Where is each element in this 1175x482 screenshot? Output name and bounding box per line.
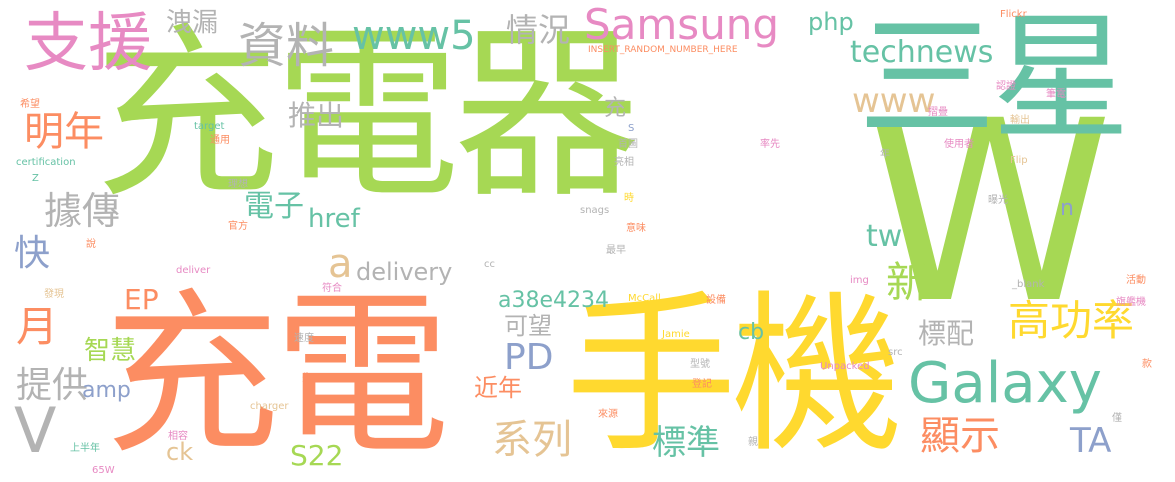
word-chongdian: 充電 xyxy=(104,273,450,478)
word-kuai: 快 xyxy=(14,233,51,274)
word-qingkuang: 情況 xyxy=(506,11,571,49)
word-yiwei: 意味 xyxy=(626,223,646,234)
word-chongdianqi: 充電器 xyxy=(94,6,640,223)
word-shoutu: 首圖 xyxy=(618,139,638,150)
word-tongyong: 通用 xyxy=(210,135,230,146)
word-href: href xyxy=(308,204,360,234)
word-cb: cb xyxy=(738,320,765,345)
word-zhihui: 智慧 xyxy=(84,336,137,366)
word-chong-small: 充 xyxy=(604,96,627,121)
word-fuhe: 符合 xyxy=(322,283,342,294)
word-zuizao: 最早 xyxy=(606,245,626,256)
word-shiyongzhe: 使用者 xyxy=(944,139,974,150)
word-galaxy: Galaxy xyxy=(908,351,1102,416)
word-a: a xyxy=(328,241,353,287)
word-v: V xyxy=(14,394,57,467)
word-www5: www5 xyxy=(352,13,476,59)
word-juchuan: 據傳 xyxy=(44,189,121,233)
word-65w: 65W xyxy=(92,465,115,476)
word-insert-random: INSERT_RANDOM_NUMBER_HERE xyxy=(588,45,738,55)
word-sudu: 速度 xyxy=(294,333,314,344)
word-laiyuan: 來源 xyxy=(598,409,618,420)
word-z: Z xyxy=(32,173,39,184)
word-biaozhun: 標準 xyxy=(652,423,720,463)
word-target: target xyxy=(194,121,225,132)
word-img: img xyxy=(850,275,869,286)
word-tw: tw xyxy=(866,219,903,254)
word-a38e4234: a38e4234 xyxy=(498,288,609,313)
word-s-small: S xyxy=(628,123,635,134)
word-xiwang: 希望 xyxy=(20,99,40,110)
word-ta: TA xyxy=(1070,421,1112,461)
word-qijianji: 旗艦機 xyxy=(1116,297,1146,308)
word-faxian: 發現 xyxy=(44,289,64,300)
word-kewang: 可望 xyxy=(504,312,552,340)
word-technews-top: technews xyxy=(850,35,994,70)
word-dengji: 登記 xyxy=(692,379,712,390)
word-certification: certification xyxy=(16,157,76,168)
word-qin: 親 xyxy=(748,437,758,448)
word-n: n xyxy=(1060,196,1074,221)
word-ziliao: 資料 xyxy=(238,18,335,74)
word-pd: PD xyxy=(504,337,554,378)
word-amp: amp xyxy=(82,378,131,403)
word-huodong: 活動 xyxy=(1126,275,1146,286)
word-mingnian: 明年 xyxy=(24,109,104,155)
word-xian: 先 xyxy=(302,373,312,384)
word-guanfang: 官方 xyxy=(228,221,248,232)
word-flickr: Flickr xyxy=(1000,9,1027,20)
word-cc: cc xyxy=(484,259,495,270)
word-renzheng: 認證 xyxy=(996,81,1016,92)
word-jinnian: 近年 xyxy=(474,374,522,402)
word-xilie: 系列 xyxy=(492,417,572,463)
word-shangbannian: 上半年 xyxy=(70,443,100,454)
word-src: src xyxy=(888,347,903,358)
word-kuan: 款 xyxy=(1142,359,1152,370)
word-shuaixian: 率先 xyxy=(760,139,780,150)
word-dianzi: 電子 xyxy=(244,189,304,224)
word-baoguang: 曝光 xyxy=(988,195,1008,206)
word-jin: 僅 xyxy=(1112,413,1122,424)
word-sanxing: 三星 xyxy=(858,0,1130,159)
word-shuchu: 輸出 xyxy=(1010,115,1030,126)
word-xin: 新 xyxy=(886,258,929,307)
word-shouji: 手機 xyxy=(565,275,903,476)
word-s22: S22 xyxy=(290,439,344,472)
word-biaopei: 標配 xyxy=(918,317,975,350)
word-zhedie: 摺疊 xyxy=(928,107,948,118)
word-ck: ck xyxy=(166,438,194,466)
word-bidian: 筆電 xyxy=(1046,89,1066,100)
word-xielou: 洩漏 xyxy=(166,8,219,38)
word-w: W xyxy=(866,67,1114,358)
word-samsung: Samsung xyxy=(584,0,780,49)
word-charger: charger xyxy=(250,401,289,412)
word-php: php xyxy=(808,8,854,36)
word-delivery: delivery xyxy=(356,258,453,286)
word-www: www xyxy=(852,81,936,121)
word-snags: snags xyxy=(580,205,610,216)
word-yue: 月 xyxy=(16,302,59,351)
word-unpacked: Unpacked xyxy=(820,361,870,372)
word-blank: _blank xyxy=(1012,279,1045,290)
word-xinghao: 型號 xyxy=(690,359,710,370)
word-mccall: McCall xyxy=(628,293,661,304)
word-tuichu: 推出 xyxy=(288,99,345,132)
word-xiangrong: 相容 xyxy=(168,431,188,442)
word-lixiang: 理想 xyxy=(228,179,248,190)
word-shi: 時 xyxy=(624,193,634,204)
word-jamie: Jamie xyxy=(662,329,690,340)
word-liangxiang: 亮相 xyxy=(614,157,634,168)
word-shuo: 說 xyxy=(86,239,96,250)
word-shebei: 設備 xyxy=(706,295,726,306)
word-flip: Flip xyxy=(1010,155,1028,166)
word-nian: 年 xyxy=(880,149,890,160)
word-xianshi: 顯示 xyxy=(920,413,1000,459)
word-ep: EP xyxy=(124,283,159,316)
word-gaogonglv: 高功率 xyxy=(1008,296,1135,345)
word-zhiyuan: 支援 xyxy=(24,7,152,81)
word-tigong: 提供 xyxy=(16,365,89,406)
word-deliver: deliver xyxy=(176,265,211,276)
